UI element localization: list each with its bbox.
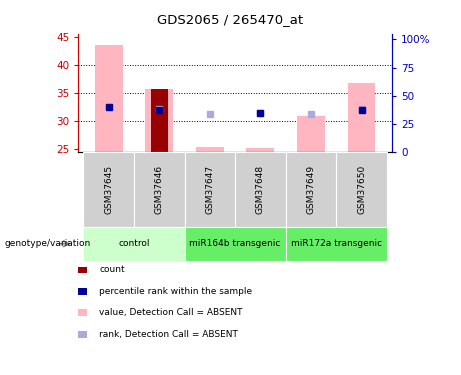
Text: percentile rank within the sample: percentile rank within the sample: [99, 287, 252, 296]
Bar: [286, 227, 387, 261]
Text: count: count: [99, 266, 125, 274]
Bar: [83, 227, 184, 261]
Bar: [78, 267, 87, 273]
Text: value, Detection Call = ABSENT: value, Detection Call = ABSENT: [99, 308, 242, 317]
Text: GSM37645: GSM37645: [104, 165, 113, 214]
Bar: [78, 309, 87, 316]
Bar: [196, 147, 224, 152]
Text: genotype/variation: genotype/variation: [5, 239, 91, 248]
Bar: [235, 152, 286, 227]
Bar: [145, 89, 173, 152]
Text: GSM37648: GSM37648: [256, 165, 265, 214]
Bar: [78, 288, 87, 295]
Bar: [78, 331, 87, 338]
Bar: [184, 227, 286, 261]
Bar: [297, 116, 325, 152]
Text: rank, Detection Call = ABSENT: rank, Detection Call = ABSENT: [99, 330, 238, 339]
Bar: [184, 152, 235, 227]
Bar: [336, 152, 387, 227]
Text: GSM37649: GSM37649: [307, 165, 315, 214]
Bar: [348, 83, 375, 152]
Bar: [95, 45, 123, 152]
Bar: [134, 152, 184, 227]
Text: miR172a transgenic: miR172a transgenic: [291, 239, 382, 248]
Text: GSM37647: GSM37647: [205, 165, 214, 214]
Bar: [83, 152, 134, 227]
Bar: [286, 152, 336, 227]
Text: miR164b transgenic: miR164b transgenic: [189, 239, 281, 248]
Text: GDS2065 / 265470_at: GDS2065 / 265470_at: [158, 13, 303, 26]
Text: GSM37650: GSM37650: [357, 165, 366, 214]
Text: control: control: [118, 239, 150, 248]
Bar: [247, 148, 274, 152]
Bar: [151, 89, 168, 152]
Text: GSM37646: GSM37646: [155, 165, 164, 214]
